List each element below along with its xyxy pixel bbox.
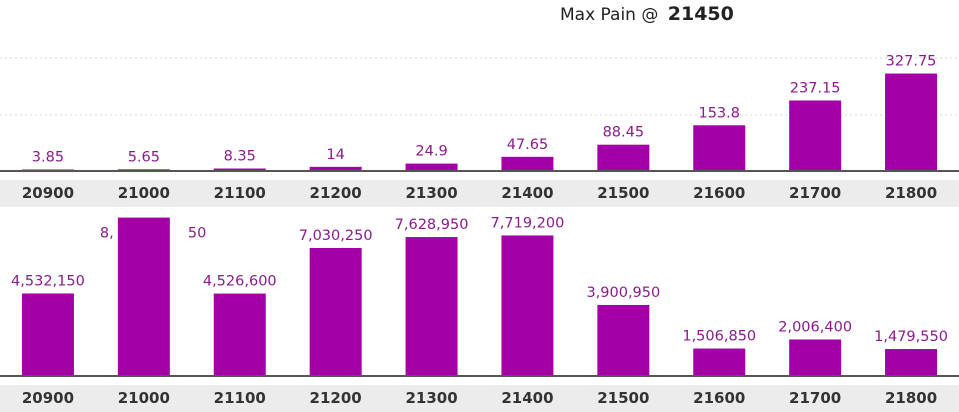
premium-bar [789,100,842,171]
premium-tick-label: 21500 [597,184,649,202]
open-interest-tick-label: 21000 [118,389,170,407]
open-interest-bar [501,235,554,376]
open-interest-bar [885,349,938,376]
open-interest-bar [693,348,746,376]
premium-data-label: 5.65 [128,149,160,165]
premium-tick-label: 21800 [885,184,937,202]
open-interest-bar [117,217,170,376]
premium-tick-label: 21000 [118,184,170,202]
open-interest-bar [405,237,458,376]
open-interest-bar [21,293,74,376]
premium-tick-label: 21100 [214,184,266,202]
premium-tick-label: 21600 [693,184,745,202]
premium-data-label: 8.35 [224,149,256,165]
premium-bar [501,156,554,171]
premium-bar [597,144,650,171]
open-interest-data-label: 7,030,250 [299,228,373,244]
premium-tick-label: 20900 [22,184,74,202]
premium-data-label: 327.75 [886,54,937,70]
open-interest-data-label: 8, [100,226,114,242]
premium-axis-band [0,180,959,207]
open-interest-data-label-tail: 50 [188,226,206,242]
open-interest-tick-label: 20900 [22,389,74,407]
premium-data-label: 237.15 [790,80,841,96]
open-interest-data-label: 3,900,950 [586,285,660,301]
premium-bar [405,163,458,171]
premium-tick-label: 21200 [310,184,362,202]
open-interest-tick-label: 21700 [789,389,841,407]
premium-tick-label: 21400 [501,184,553,202]
open-interest-data-label: 4,526,600 [203,274,277,290]
premium-tick-label: 21700 [789,184,841,202]
max-pain-title: Max Pain @ 21450 [560,3,734,25]
premium-bar [213,168,266,171]
open-interest-data-label: 4,532,150 [11,273,85,289]
premium-data-label: 88.45 [603,125,645,141]
premium-data-label: 24.9 [415,144,447,160]
open-interest-axis-band [0,385,959,412]
open-interest-tick-label: 21300 [405,389,457,407]
open-interest-tick-label: 21100 [214,389,266,407]
premium-data-label: 14 [326,147,344,163]
open-interest-bar [213,293,266,376]
open-interest-tick-label: 21400 [501,389,553,407]
open-interest-bar [309,247,362,376]
premium-data-label: 3.85 [32,150,64,166]
open-interest-data-label: 2,006,400 [778,319,852,335]
open-interest-tick-label: 21200 [310,389,362,407]
premium-bar [885,73,938,171]
premium-data-label: 47.65 [507,137,549,153]
open-interest-bar [789,339,842,376]
open-interest-data-label: 7,628,950 [395,217,469,233]
premium-bar [309,166,362,171]
premium-tick-label: 21300 [405,184,457,202]
premium-data-label: 153.8 [698,105,740,121]
open-interest-data-label: 1,506,850 [682,329,756,345]
open-interest-tick-label: 21500 [597,389,649,407]
open-interest-bar [597,304,650,376]
max-pain-value: 21450 [667,3,734,25]
open-interest-tick-label: 21600 [693,389,745,407]
premium-bar [693,125,746,171]
open-interest-tick-label: 21800 [885,389,937,407]
open-interest-data-label: 1,479,550 [874,329,948,345]
open-interest-data-label: 7,719,200 [491,215,565,231]
max-pain-label: Max Pain @ [560,5,659,25]
